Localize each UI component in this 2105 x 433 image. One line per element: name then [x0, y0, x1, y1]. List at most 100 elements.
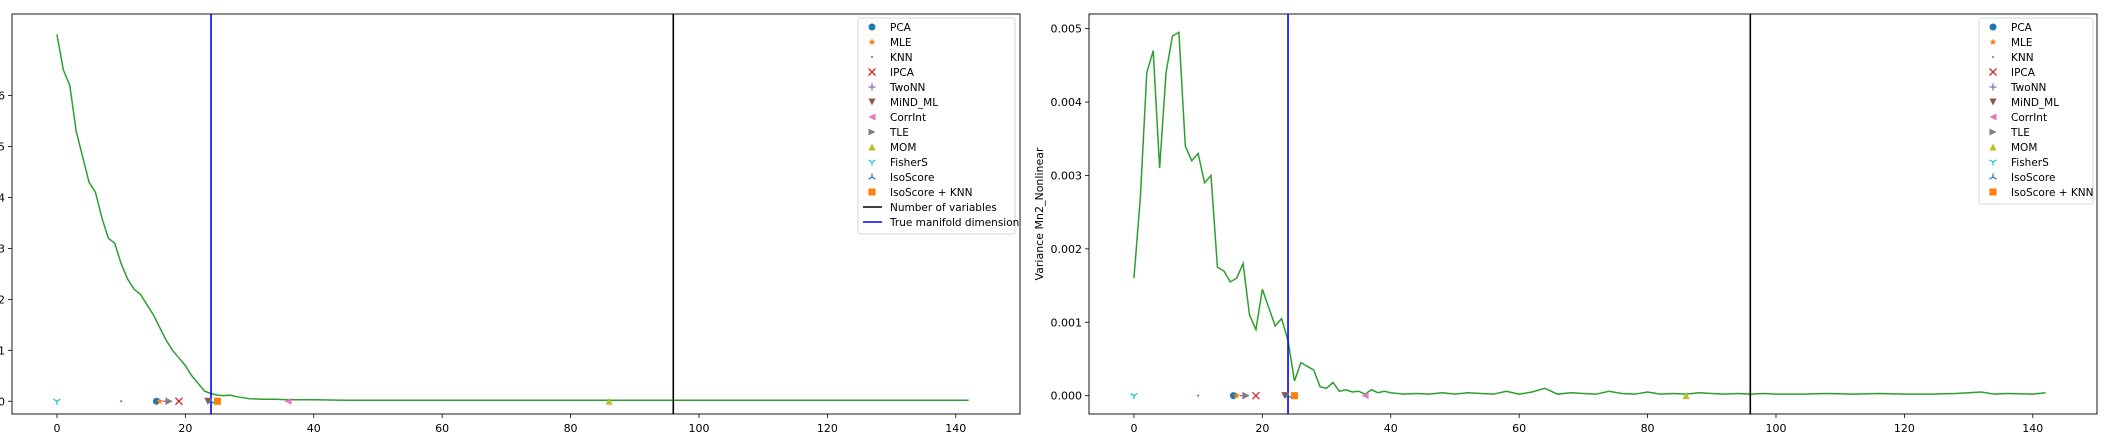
- legend-box: [857, 17, 1016, 235]
- legend: PCA MLE KNN IPCA TwoNN MiND_ML CorrInt TLE MOM Fi…: [1978, 17, 2094, 205]
- legend-label-tle: TLE: [2010, 127, 2030, 139]
- x-tick-label: 100: [688, 422, 709, 433]
- axes-frame: [1088, 13, 2098, 415]
- marker-knn: [120, 400, 123, 403]
- x-tick-label: 80: [564, 422, 578, 433]
- y-tick-label: 0.002: [1051, 243, 1083, 256]
- marker-tle: [165, 397, 173, 405]
- marker-isoscore: [1284, 392, 1292, 399]
- marker-mle: [156, 397, 163, 405]
- legend-label-knn: KNN: [2011, 52, 2034, 64]
- marker-mom: [605, 397, 613, 405]
- marker-knn: [1197, 394, 1200, 397]
- x-tick-label: 140: [945, 422, 966, 433]
- y-tick-label: 6: [0, 90, 5, 103]
- x-tick-label: 0: [1130, 422, 1137, 433]
- legend-label-fishers: FisherS: [2011, 157, 2049, 169]
- legend-label-corrint: CorrInt: [890, 112, 926, 124]
- legend-label-isoscore-knn: IsoScore + KNN: [890, 187, 972, 199]
- legend-marker-ipca: [1989, 68, 1997, 76]
- marker-ipca: [1251, 391, 1260, 400]
- legend-marker-corrint: [868, 113, 876, 121]
- legend-label-ipca: IPCA: [2011, 67, 2036, 79]
- legend-marker-twonn: [868, 83, 876, 91]
- legend-label-ipca: IPCA: [890, 67, 915, 79]
- legend-marker-mom: [868, 143, 876, 151]
- legend: PCA MLE KNN IPCA TwoNN MiND_ML CorrInt TLE MOM Fi…: [857, 17, 1019, 235]
- marker-corrint: [1361, 392, 1369, 400]
- legend-marker-mind-ml: [1989, 98, 1997, 106]
- legend-marker-ipca: [868, 68, 876, 76]
- y-tick-label: 3: [0, 242, 5, 255]
- legend-label-mind-ml: MiND_ML: [2011, 97, 2059, 109]
- legend-label-mle: MLE: [2011, 37, 2033, 49]
- marker-mle: [1233, 392, 1240, 399]
- legend-label-mom: MOM: [890, 142, 916, 154]
- marker-fishers: [53, 398, 61, 405]
- marker-isoscore-knn: [213, 397, 221, 405]
- y-tick-label: 0.004: [1051, 96, 1083, 109]
- legend-label-true-manifold-dimension: True manifold dimension: [889, 217, 1019, 229]
- legend-marker-isoscore: [868, 173, 876, 180]
- legend-marker-isoscore-knn: [868, 188, 876, 196]
- legend-marker-corrint: [1989, 113, 1997, 121]
- legend-marker-tle: [868, 128, 876, 136]
- legend-label-mind-ml: MiND_ML: [890, 97, 938, 109]
- legend-marker-knn: [1992, 56, 1994, 58]
- y-tick-label: 5: [0, 140, 5, 153]
- legend-label-knn: KNN: [890, 52, 913, 64]
- x-tick-label: 40: [1384, 422, 1398, 433]
- legend-label-corrint: CorrInt: [2011, 112, 2047, 124]
- plot-area: [1130, 14, 2046, 414]
- legend-label-isoscore: IsoScore: [2011, 172, 2055, 184]
- marker-fishers: [1130, 393, 1138, 400]
- legend-marker-mle: [1989, 38, 1997, 45]
- axes-frame: [11, 13, 1021, 415]
- x-tick-label: 20: [1255, 422, 1269, 433]
- x-tick-label: 140: [2022, 422, 2043, 433]
- x-tick-label: 20: [178, 422, 192, 433]
- y-tick-label: 0.003: [1051, 169, 1083, 182]
- legend-label-tle: TLE: [889, 127, 909, 139]
- x-tick-label: 60: [435, 422, 449, 433]
- legend-marker-twonn: [1989, 83, 1997, 91]
- marker-corrint: [284, 397, 292, 405]
- plot-area: [53, 14, 969, 414]
- x-tick-label: 100: [1765, 422, 1786, 433]
- marker-tle: [1242, 392, 1250, 400]
- y-axis-label: Variance Mn2_Nonlinear: [1033, 147, 1046, 280]
- y-tick-label: 4: [0, 191, 5, 204]
- marker-isoscore: [207, 397, 215, 404]
- x-tick-label: 120: [817, 422, 838, 433]
- legend-marker-tle: [1989, 128, 1997, 136]
- legend-marker-mind-ml: [868, 98, 876, 106]
- y-tick-label: 2: [0, 293, 5, 306]
- y-tick-label: 0.005: [1051, 23, 1083, 36]
- marker-isoscore-knn: [1290, 392, 1298, 400]
- legend-marker-pca: [868, 23, 876, 31]
- y-tick-label: 0.000: [1051, 390, 1083, 403]
- legend-label-pca: PCA: [2011, 22, 2033, 34]
- y-tick-label: 0.001: [1051, 316, 1083, 329]
- legend-label-mom: MOM: [2011, 142, 2037, 154]
- marker-mind-ml: [204, 397, 212, 405]
- legend-marker-fishers: [1989, 159, 1997, 166]
- y-tick-label: 0: [0, 395, 5, 408]
- marker-mind-ml: [1281, 392, 1289, 400]
- series-line-1: [56, 34, 969, 401]
- legend-label-isoscore-knn: IsoScore + KNN: [2011, 187, 2093, 199]
- legend-marker-knn: [871, 56, 873, 58]
- chart-panel-1: 0 20 40 60 80 100 120 140 0 1 2 3 4 5 6 PCA MLE KNN IPCA Tw…: [0, 13, 1021, 433]
- x-tick-label: 80: [1641, 422, 1655, 433]
- legend-marker-mom: [1989, 143, 1997, 151]
- legend-label-twonn: TwoNN: [2010, 82, 2046, 94]
- series-line-1: [1133, 31, 2046, 396]
- chart-panel-2: 0 20 40 60 80 100 120 140 0.000 0.001 0.002 0.003 0.…: [1033, 13, 2098, 433]
- legend-label-mle: MLE: [890, 37, 912, 49]
- x-tick-label: 40: [307, 422, 321, 433]
- legend-label-twonn: TwoNN: [889, 82, 925, 94]
- x-tick-label: 0: [53, 422, 60, 433]
- legend-box: [1978, 17, 2094, 205]
- legend-marker-mle: [868, 38, 876, 45]
